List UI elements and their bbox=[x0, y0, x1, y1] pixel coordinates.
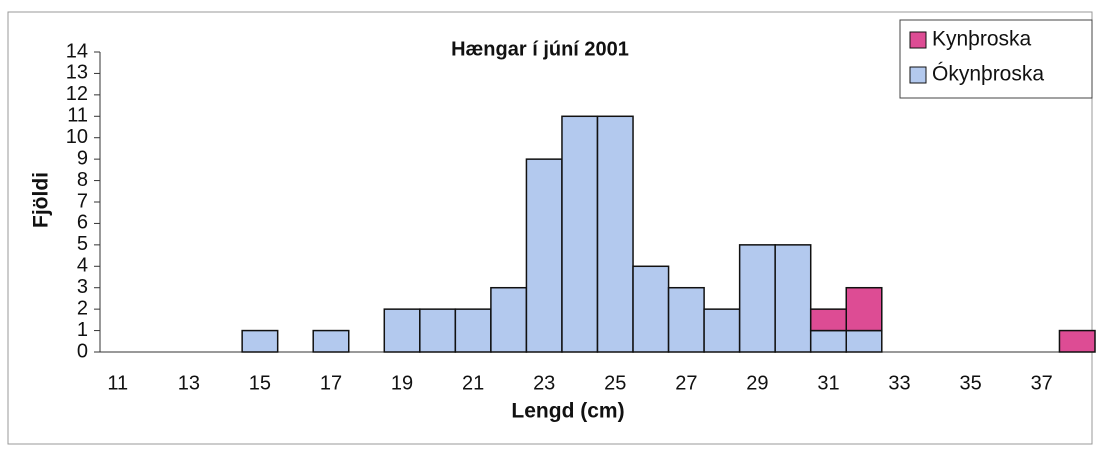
y-tick-label: 8 bbox=[77, 169, 88, 191]
x-tick-label: 19 bbox=[391, 372, 413, 394]
x-tick-label: 37 bbox=[1031, 372, 1053, 394]
x-tick-label: 27 bbox=[675, 372, 697, 394]
y-tick-label: 13 bbox=[66, 62, 88, 84]
y-tick-label: 7 bbox=[77, 190, 88, 212]
x-tick-label: 29 bbox=[746, 372, 768, 394]
bar bbox=[632, 265, 670, 353]
x-tick-label: 15 bbox=[249, 372, 271, 394]
y-tick-label: 3 bbox=[77, 276, 88, 298]
y-tick-label: 5 bbox=[77, 233, 88, 255]
bar bbox=[845, 286, 883, 332]
bar bbox=[419, 308, 457, 353]
bar bbox=[561, 115, 599, 353]
legend: Kynþroska Ókynþroska bbox=[899, 19, 1093, 99]
x-tick-label: 23 bbox=[533, 372, 555, 394]
y-tick-label: 9 bbox=[77, 147, 88, 169]
legend-box bbox=[899, 19, 1093, 99]
x-tick-label: 35 bbox=[960, 372, 982, 394]
bar bbox=[525, 158, 563, 353]
bar bbox=[845, 329, 883, 353]
y-tick-label: 12 bbox=[66, 83, 88, 105]
y-axis-title: Fjöldi bbox=[30, 172, 53, 228]
bar bbox=[809, 308, 848, 332]
x-tick-label: 33 bbox=[888, 372, 910, 394]
bar bbox=[738, 244, 776, 353]
chart-title: Hængar í júní 2001 bbox=[451, 38, 629, 60]
x-tick-label: 17 bbox=[320, 372, 342, 394]
bar bbox=[241, 329, 279, 353]
bar bbox=[1058, 329, 1096, 353]
x-tick-label: 31 bbox=[817, 372, 839, 394]
x-tick-label: 25 bbox=[604, 372, 626, 394]
y-tick-label: 14 bbox=[66, 40, 88, 62]
bar bbox=[490, 286, 528, 353]
bar bbox=[774, 244, 812, 353]
bar bbox=[667, 286, 705, 353]
bar bbox=[312, 329, 350, 353]
bar bbox=[809, 329, 848, 353]
x-axis-title: Lengd (cm) bbox=[511, 400, 624, 423]
bar bbox=[703, 308, 741, 353]
legend-label: Kynþroska bbox=[932, 28, 1032, 51]
x-tick-label: 13 bbox=[178, 372, 200, 394]
x-tick-label: 21 bbox=[462, 372, 484, 394]
legend-swatch bbox=[909, 66, 927, 84]
y-tick-label: 10 bbox=[66, 126, 88, 148]
bar bbox=[383, 308, 421, 353]
bar bbox=[596, 115, 634, 353]
y-tick-label: 0 bbox=[77, 340, 88, 362]
legend-label: Ókynþroska bbox=[932, 63, 1044, 86]
y-tick-label: 2 bbox=[77, 297, 88, 319]
y-tick-label: 1 bbox=[77, 319, 88, 341]
legend-swatch bbox=[909, 31, 927, 49]
y-tick-label: 11 bbox=[67, 105, 88, 127]
x-tick-label: 11 bbox=[107, 372, 128, 394]
y-tick-label: 6 bbox=[77, 212, 88, 234]
bar bbox=[454, 308, 492, 353]
y-tick-label: 4 bbox=[77, 255, 88, 277]
